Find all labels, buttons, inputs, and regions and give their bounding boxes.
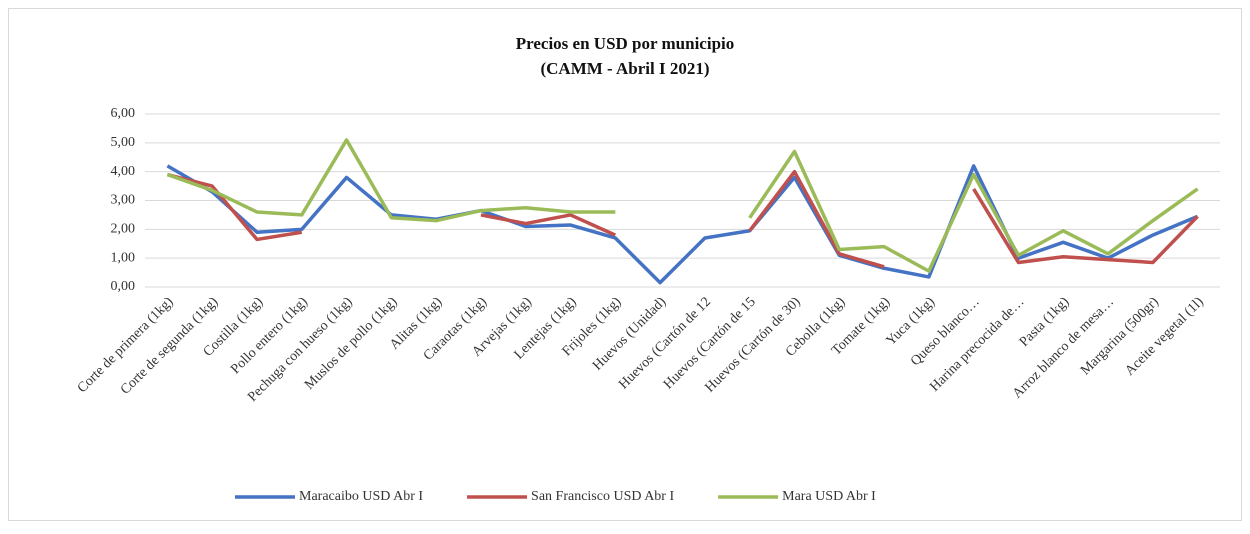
line-series [166, 169, 1199, 269]
y-tick-label: 5,00 [111, 135, 136, 150]
y-tick-label: 0,00 [111, 279, 136, 294]
legend-label: Mara USD Abr I [782, 489, 876, 504]
line-series [166, 138, 1199, 273]
line-series [166, 164, 1199, 285]
y-tick-label: 4,00 [111, 164, 136, 179]
y-tick-label: 1,00 [111, 250, 136, 265]
chart-subtitle: (CAMM - Abril I 2021) [540, 59, 709, 78]
chart-frame [8, 8, 1242, 521]
chart-title: Precios en USD por municipio [516, 34, 735, 53]
y-tick-label: 3,00 [111, 193, 136, 208]
y-tick-label: 6,00 [111, 106, 136, 121]
legend-label: San Francisco USD Abr I [531, 489, 674, 504]
y-tick-label: 2,00 [111, 222, 136, 237]
legend-label: Maracaibo USD Abr I [299, 489, 423, 504]
